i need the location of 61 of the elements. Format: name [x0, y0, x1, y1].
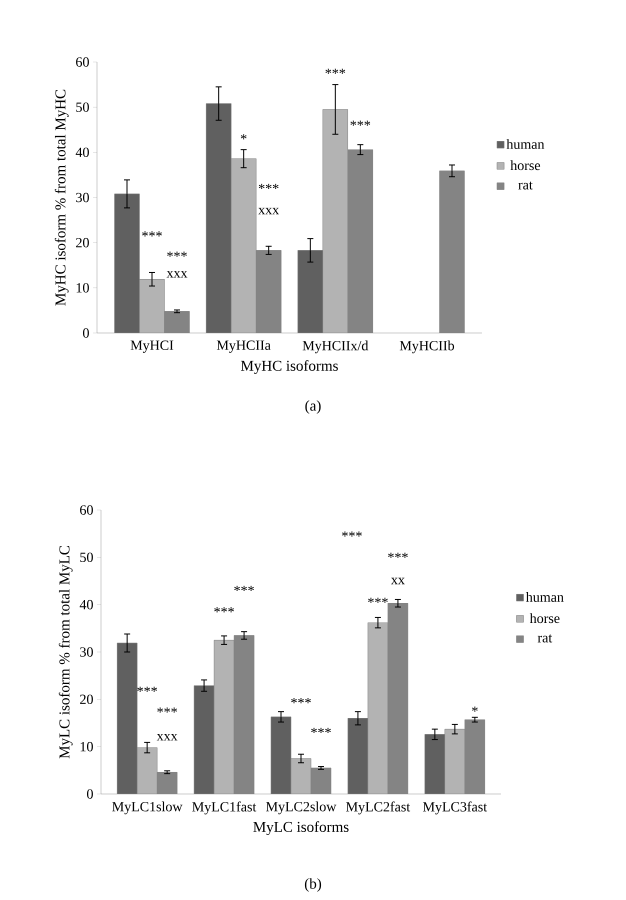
text: (b) — [304, 878, 322, 892]
annotation: *** — [291, 698, 311, 704]
annotation: * — [240, 134, 246, 140]
y-tick-label: 40 — [80, 600, 93, 610]
y-tick-label: 60 — [76, 57, 89, 67]
annotation: xxx — [156, 734, 178, 740]
bar — [322, 109, 348, 333]
legend-label: horse — [510, 160, 540, 170]
legend-label: rat — [518, 182, 533, 190]
y-tick-label: 60 — [80, 505, 93, 515]
x-tick-label: MyLC1slow — [112, 802, 182, 814]
y-tick-label: 10 — [76, 283, 89, 293]
x-tick-label: MyHCIIa — [216, 340, 271, 353]
x-tick-label: MyLC1fast — [192, 802, 256, 814]
y-axis-title: MyHC isoform % from total MyHC — [54, 90, 69, 306]
x-axis-title: MyLC isoforms — [253, 821, 349, 836]
x-tick-label: MyHCIIx/d — [302, 340, 368, 354]
y-tick-label: 20 — [76, 238, 89, 248]
x-tick-label: MyHCI — [130, 340, 174, 353]
legend-label: horse — [530, 613, 560, 624]
annotation: *** — [142, 231, 162, 236]
bar — [114, 194, 140, 333]
annotation: * — [472, 706, 478, 712]
y-tick-label: 40 — [76, 148, 89, 158]
annotation: *** — [167, 252, 187, 257]
annotation: xx — [391, 578, 405, 584]
annotation: *** — [388, 552, 408, 558]
legend-label: rat — [538, 634, 552, 642]
x-tick-label: MyLC2fast — [346, 802, 410, 814]
annotation: *** — [368, 598, 388, 603]
x-tick-label: MyHCIIb — [400, 340, 454, 354]
y-tick-label: 20 — [80, 694, 93, 704]
annotation: *** — [350, 120, 370, 126]
text: (a) — [305, 400, 321, 414]
y-tick-label: 0 — [87, 789, 93, 799]
bar — [298, 250, 324, 333]
annotation: *** — [234, 586, 254, 592]
y-tick-label: 30 — [80, 647, 93, 657]
legend-label: human — [506, 139, 544, 149]
bar — [206, 104, 232, 333]
legend-label: human — [526, 592, 564, 602]
x-tick-label: MyLC2slow — [266, 802, 336, 814]
annotation: *** — [326, 68, 346, 74]
y-axis-title: MyLC isoform % from total MyLC — [58, 546, 73, 758]
annotation: xxx — [166, 271, 188, 278]
y-tick-label: 0 — [83, 328, 89, 338]
x-axis-title: MyHC isoforms — [240, 360, 338, 374]
annotation: *** — [342, 531, 362, 537]
y-tick-label: 50 — [80, 552, 93, 562]
x-tick-label: MyLC3fast — [422, 802, 488, 814]
annotation: xxx — [258, 208, 279, 214]
bar — [140, 279, 164, 333]
annotation: *** — [311, 728, 331, 734]
annotation: *** — [157, 708, 177, 713]
y-tick-label: 50 — [76, 102, 89, 112]
annotation: *** — [214, 607, 234, 612]
annotation: *** — [258, 184, 278, 190]
y-tick-label: 30 — [76, 192, 89, 202]
bar — [231, 158, 256, 333]
y-tick-label: 10 — [80, 742, 93, 752]
annotation: *** — [137, 686, 157, 692]
